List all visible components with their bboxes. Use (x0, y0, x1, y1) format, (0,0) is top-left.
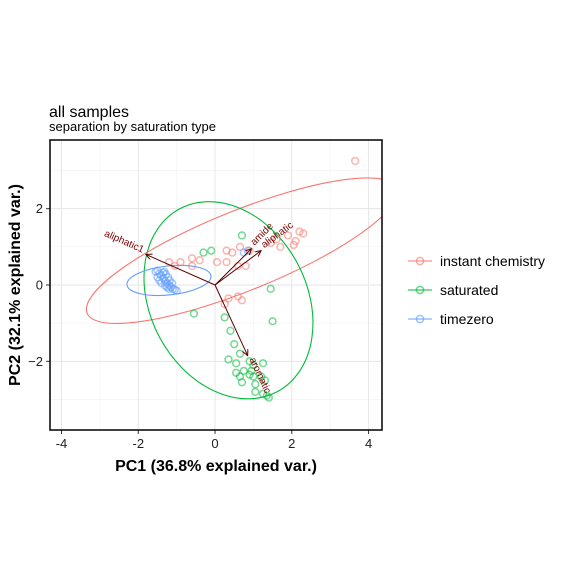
ellipse-instant-chemistry (85, 177, 382, 324)
point-saturated (251, 380, 260, 389)
point-timezero (172, 286, 181, 295)
point-saturated (251, 387, 260, 396)
point-instant-chemistry (299, 229, 308, 238)
legend: instant chemistry saturated timezero (408, 253, 545, 327)
point-saturated (230, 339, 239, 349)
legend-label: saturated (440, 282, 498, 298)
point-instant-chemistry (164, 257, 174, 267)
panel-border (49, 139, 383, 431)
point-instant-chemistry (237, 296, 247, 305)
point-saturated (226, 326, 235, 335)
point-instant-chemistry (235, 242, 245, 251)
loading-arrow (146, 254, 216, 286)
x-tick-label: 0 (211, 436, 218, 451)
point-instant-chemistry (276, 242, 285, 251)
loading-arrow (214, 249, 251, 286)
chart-title: all samples (49, 104, 129, 121)
point-timezero (167, 278, 177, 288)
y-tick-label: 0 (36, 278, 43, 293)
point-saturated (220, 313, 229, 322)
legend-label: timezero (440, 311, 494, 327)
x-tick-label: -2 (132, 436, 144, 451)
x-axis-label: PC1 (36.8% explained var.) (115, 458, 317, 475)
x-tick-label: -4 (56, 436, 68, 451)
point-instant-chemistry (187, 261, 197, 271)
y-axis-label: PC2 (32.1% explained var.) (7, 184, 24, 386)
legend-key-point (415, 314, 425, 324)
point-timezero (162, 283, 172, 292)
point-saturated (264, 393, 273, 402)
point-saturated (268, 317, 277, 326)
point-saturated (235, 372, 245, 381)
y-tick-label: 2 (36, 201, 43, 216)
point-saturated (262, 391, 272, 400)
point-instant-chemistry (176, 257, 185, 267)
point-saturated (189, 309, 199, 318)
point-instant-chemistry (224, 294, 233, 303)
point-timezero (151, 267, 160, 276)
point-saturated (237, 231, 247, 240)
point-instant-chemistry (222, 257, 231, 267)
point-instant-chemistry (283, 231, 293, 240)
point-saturated (266, 284, 275, 293)
point-saturated (258, 359, 268, 368)
y-tick-label: −2 (28, 354, 43, 369)
point-instant-chemistry (220, 299, 229, 309)
point-saturated (224, 355, 233, 364)
point-instant-chemistry (266, 238, 275, 248)
point-saturated (199, 248, 208, 257)
ellipse-timezero (126, 264, 212, 297)
point-timezero (160, 267, 169, 276)
ellipse-saturated (143, 201, 314, 400)
legend-key-point (415, 256, 425, 266)
legend-key-point (415, 285, 425, 295)
point-instant-chemistry (212, 257, 222, 267)
point-instant-chemistry (289, 240, 298, 250)
point-instant-chemistry (187, 254, 197, 263)
point-saturated (207, 246, 216, 255)
point-instant-chemistry (272, 235, 281, 244)
point-instant-chemistry (350, 156, 360, 166)
point-instant-chemistry (222, 246, 231, 255)
x-tick-label: 2 (288, 436, 295, 451)
point-saturated (232, 359, 241, 368)
point-saturated (239, 366, 248, 376)
point-saturated (260, 376, 270, 385)
point-instant-chemistry (195, 256, 204, 265)
legend-label: instant chemistry (440, 253, 545, 269)
point-saturated (247, 366, 256, 376)
loading-arrow (214, 251, 261, 286)
chart-subtitle: separation by saturation type (49, 119, 216, 134)
x-tick-label: 4 (365, 436, 372, 451)
loading-arrow (214, 284, 248, 356)
